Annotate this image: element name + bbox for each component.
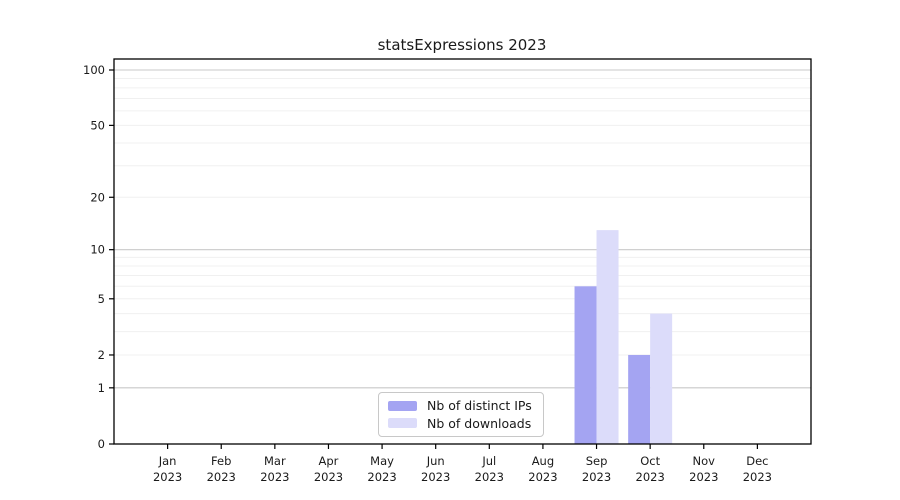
x-tick-label-month: Dec (746, 454, 768, 468)
y-tick-label: 100 (83, 63, 105, 77)
x-tick-label-year: 2023 (314, 470, 343, 484)
x-tick-label-year: 2023 (582, 470, 611, 484)
x-tick-label-month: Mar (264, 454, 286, 468)
x-tick-label-month: Jun (426, 454, 445, 468)
y-tick-label: 10 (90, 243, 105, 257)
x-tick-label-year: 2023 (689, 470, 718, 484)
x-tick-label-year: 2023 (367, 470, 396, 484)
bar-distinct-ips-sep (574, 286, 597, 444)
y-tick-label: 0 (98, 437, 105, 451)
x-tick-label-year: 2023 (528, 470, 557, 484)
x-tick-label-month: Jul (481, 454, 496, 468)
x-tick-label-month: Apr (319, 454, 339, 468)
legend-item-downloads: Nb of downloads (388, 416, 534, 431)
chart-title: statsExpressions 2023 (377, 36, 547, 54)
bar-downloads-oct (650, 313, 673, 444)
legend-swatch-distinct-ips-icon (388, 400, 417, 411)
legend-item-distinct-ips: Nb of distinct IPs (388, 398, 534, 413)
x-tick-label-month: May (370, 454, 394, 468)
x-tick-label-month: Feb (211, 454, 231, 468)
legend-label-distinct-ips: Nb of distinct IPs (427, 398, 532, 414)
plot-border (113, 58, 812, 445)
bar-downloads-sep (596, 230, 619, 444)
bar-distinct-ips-oct (628, 354, 651, 444)
x-tick-label-month: Aug (532, 454, 554, 468)
x-tick-label-year: 2023 (207, 470, 236, 484)
x-tick-label-year: 2023 (743, 470, 772, 484)
x-tick-label-month: Sep (586, 454, 608, 468)
y-tick-label: 50 (90, 118, 105, 132)
y-tick-label: 2 (98, 348, 105, 362)
x-tick-label-month: Nov (693, 454, 716, 468)
legend-swatch-downloads-icon (388, 418, 417, 429)
y-tick-label: 1 (98, 381, 105, 395)
x-tick-label-month: Oct (640, 454, 660, 468)
x-tick-label-month: Jan (158, 454, 177, 468)
x-tick-label-year: 2023 (421, 470, 450, 484)
y-tick-label: 5 (98, 292, 105, 306)
x-tick-label-year: 2023 (475, 470, 504, 484)
legend-label-downloads: Nb of downloads (427, 415, 532, 431)
x-tick-label-year: 2023 (153, 470, 182, 484)
y-tick-label: 20 (90, 190, 105, 204)
x-tick-label-year: 2023 (260, 470, 289, 484)
x-tick-label-year: 2023 (636, 470, 665, 484)
legend: Nb of distinct IPs Nb of downloads (378, 392, 544, 437)
